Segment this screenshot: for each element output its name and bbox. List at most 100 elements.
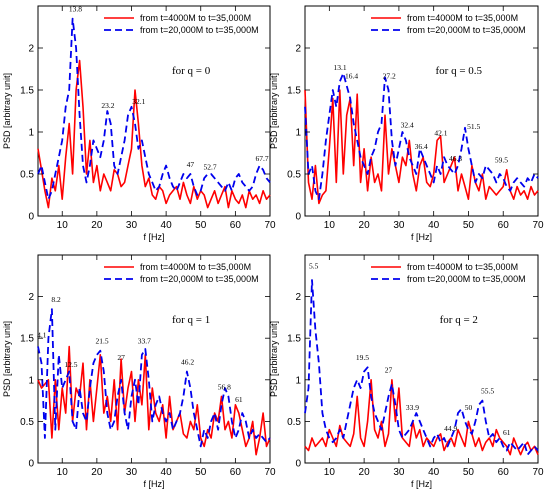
x-axis-label: f [Hz] — [143, 479, 164, 489]
x-tick-label: 60 — [498, 467, 510, 478]
plot-frame — [37, 254, 271, 464]
y-tick-label: 0.5 — [287, 417, 301, 428]
x-tick-label: 50 — [195, 220, 207, 231]
x-tick-label: 70 — [532, 220, 544, 231]
y-axis-label: PSD [arbitrary unit] — [269, 321, 279, 397]
legend-label: from t=20,000M to t=35,000M — [407, 25, 526, 35]
y-tick-label: 0 — [295, 212, 301, 223]
x-tick-label: 10 — [324, 467, 336, 478]
peak-annotation: 61 — [503, 428, 511, 437]
x-tick-label: 50 — [195, 467, 207, 478]
y-tick-label: 0 — [295, 459, 301, 470]
peak-annotation: 55.5 — [481, 386, 494, 395]
peak-annotation: 5.5 — [309, 262, 319, 271]
peak-annotation: 36.4 — [415, 142, 428, 151]
x-tick-label: 40 — [161, 220, 173, 231]
x-tick-label: 20 — [91, 467, 103, 478]
y-tick-label: 1 — [295, 128, 301, 139]
peak-annotation: 13.8 — [69, 4, 82, 13]
legend-label: from t=20,000M to t=35,000M — [407, 274, 526, 284]
x-axis-label: f [Hz] — [411, 232, 432, 242]
peak-annotation: 59.5 — [495, 156, 508, 165]
y-tick-label: 1.5 — [20, 334, 34, 345]
legend: from t=4000M to t=35,000M from t=20,000M … — [104, 13, 259, 35]
y-tick-label: 0 — [28, 212, 34, 223]
panel-title: for q = 0.5 — [436, 65, 483, 77]
panel-title: for q = 1 — [172, 314, 210, 326]
x-tick-label: 30 — [393, 467, 405, 478]
peak-annotation: 42.1 — [434, 129, 447, 138]
y-tick-label: 1 — [28, 375, 34, 386]
peak-annotation: 13.1 — [334, 63, 347, 72]
x-tick-label: 70 — [264, 467, 276, 478]
peak-annotation: 47 — [187, 160, 195, 169]
peak-annotation: 33.9 — [406, 403, 419, 412]
chart-panel-4: 10 20 30 40 50 60 70 0 0.5 1 1.5 2 f [Hz] PSD [arbitr… — [269, 254, 544, 489]
series-line-late — [304, 72, 539, 201]
peak-annotation: 67.7 — [255, 154, 268, 163]
chart-panel-2: 10 20 30 40 50 60 70 0 0.5 1 1.5 2 f [Hz] PSD [arbitr… — [269, 5, 544, 242]
x-tick-label: 20 — [359, 220, 371, 231]
y-tick-label: 0.5 — [20, 417, 34, 428]
y-tick-label: 1.5 — [20, 86, 34, 97]
y-tick-label: 2 — [295, 292, 301, 303]
peak-annotation: 52.7 — [204, 162, 217, 171]
peak-annotation: 16.4 — [345, 72, 358, 81]
y-axis-label: PSD [arbitrary unit] — [2, 73, 12, 149]
y-tick-label: 1.5 — [287, 86, 301, 97]
peak-annotation: 27 — [385, 366, 393, 375]
x-tick-label: 70 — [264, 220, 276, 231]
peak-annotation: 21.5 — [95, 337, 108, 346]
y-tick-label: 2 — [28, 44, 34, 55]
y-tick-label: 0 — [28, 459, 34, 470]
peak-annotation: 27 — [117, 353, 125, 362]
peak-annotation: 33.7 — [138, 337, 151, 346]
x-tick-label: 60 — [230, 467, 242, 478]
x-tick-label: 20 — [359, 467, 371, 478]
series-line-late — [304, 279, 539, 456]
y-tick-label: 1 — [295, 375, 301, 386]
x-tick-label: 30 — [126, 220, 138, 231]
x-axis-label: f [Hz] — [411, 479, 432, 489]
series-line-full — [37, 59, 271, 209]
peak-annotation: 32.1 — [132, 97, 145, 106]
plot-frame — [37, 5, 271, 217]
peak-annotation: 8.2 — [51, 295, 61, 304]
x-tick-label: 60 — [230, 220, 242, 231]
y-axis-label: PSD [arbitrary unit] — [2, 321, 12, 397]
legend: from t=4000M to t=35,000M from t=20,000M … — [371, 262, 526, 284]
legend-label: from t=4000M to t=35,000M — [140, 262, 251, 272]
series-line-late — [37, 17, 271, 201]
y-tick-label: 2 — [295, 44, 301, 55]
legend-label: from t=20,000M to t=35,000M — [140, 25, 259, 35]
y-tick-label: 1 — [28, 128, 34, 139]
peak-annotation: 61 — [235, 395, 243, 404]
x-tick-label: 10 — [324, 220, 336, 231]
series-line-full — [37, 345, 271, 456]
peak-annotation: 44.9 — [444, 424, 457, 433]
panel-title: for q = 0 — [172, 65, 211, 77]
x-tick-label: 40 — [428, 467, 440, 478]
legend: from t=4000M to t=35,000M from t=20,000M … — [104, 262, 259, 284]
legend-label: from t=4000M to t=35,000M — [140, 13, 251, 23]
x-tick-label: 50 — [463, 467, 475, 478]
series-line-late — [37, 308, 271, 448]
plot-frame — [304, 254, 539, 464]
peak-annotation: 12.5 — [64, 360, 77, 369]
peak-annotation: 50 — [465, 403, 473, 412]
chart-panel-1: 10 20 30 40 50 60 70 0 0.5 1 1.5 2 f [Hz] PSD [arbitr… — [2, 4, 276, 242]
x-tick-label: 50 — [463, 220, 475, 231]
y-tick-label: 2 — [28, 292, 34, 303]
peak-annotation: 23.2 — [101, 101, 114, 110]
y-tick-label: 0.5 — [20, 170, 34, 181]
peak-annotation: 32.4 — [401, 120, 414, 129]
peak-annotation: 46.3 — [449, 154, 462, 163]
x-tick-label: 30 — [126, 467, 138, 478]
x-tick-label: 40 — [161, 467, 173, 478]
legend: from t=4000M to t=35,000M from t=20,000M … — [371, 13, 526, 35]
panel-title: for q = 2 — [440, 314, 478, 326]
legend-label: from t=4000M to t=35,000M — [407, 262, 518, 272]
x-tick-label: 20 — [91, 220, 103, 231]
peak-annotation: 56.8 — [218, 382, 231, 391]
series-line-full — [304, 89, 539, 205]
